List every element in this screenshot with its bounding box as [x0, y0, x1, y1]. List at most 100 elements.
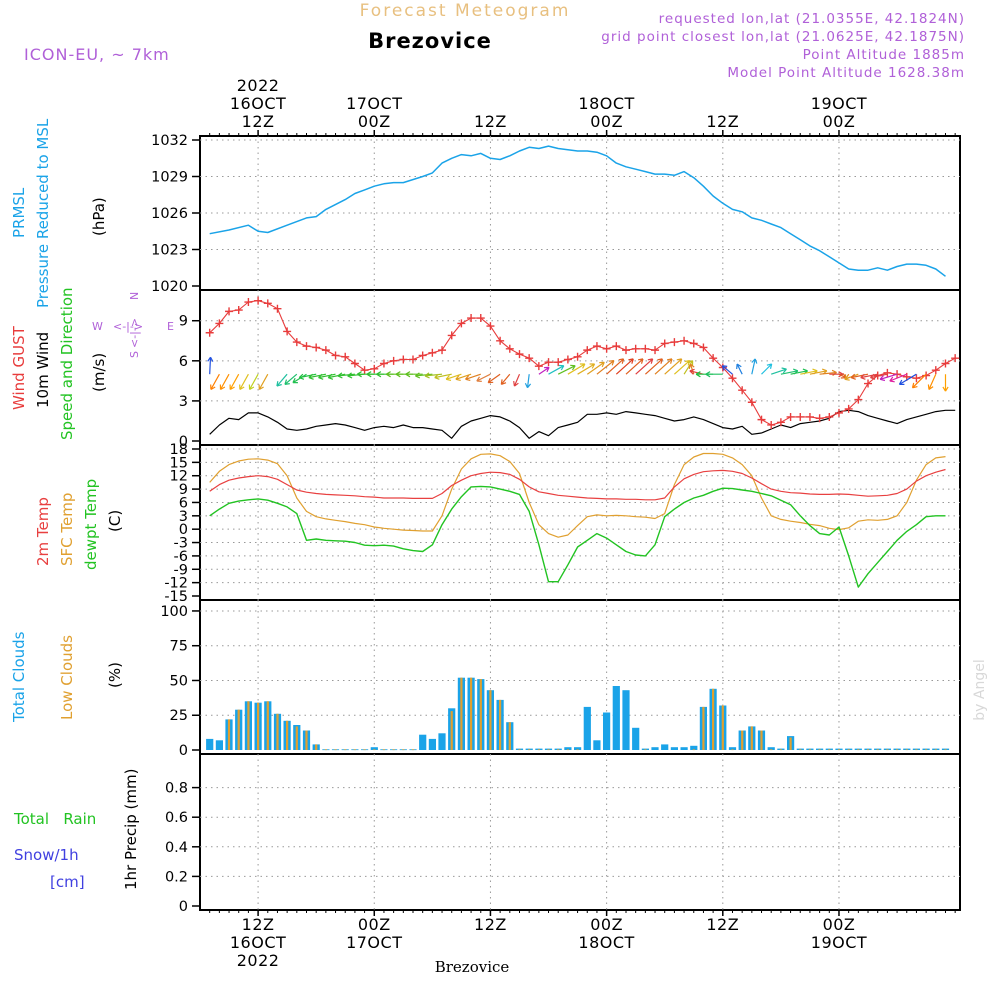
low-cloud-bar: [750, 726, 753, 750]
wind-direction-arrow: [879, 373, 898, 382]
low-cloud-bar: [247, 701, 250, 750]
gust-marker: [408, 355, 417, 364]
y-tick-label: 1023: [151, 243, 188, 259]
gust-marker: [215, 319, 224, 328]
wind-direction-arrow: [500, 373, 511, 385]
wind-direction-arrow: [276, 373, 288, 387]
wind-gust-line: [209, 300, 956, 426]
bottom-time-label: 12Z: [706, 915, 739, 934]
gust-marker: [670, 338, 679, 347]
top-time-label: 17OCT: [346, 94, 402, 113]
wind-direction-arrow: [688, 363, 695, 375]
y-tick-label: 75: [170, 639, 188, 655]
low-cloud-bar: [411, 749, 415, 751]
low-cloud-bar: [712, 688, 715, 750]
low-cloud-bar: [363, 749, 366, 751]
low-cloud-bar: [537, 749, 540, 751]
low-cloud-bar: [857, 749, 860, 751]
low-cloud-bar: [276, 713, 279, 750]
wind-direction-arrow: [248, 373, 259, 391]
gust-marker: [263, 299, 272, 308]
gust-marker: [302, 342, 311, 351]
low-cloud-bar: [518, 749, 521, 751]
y-tick-label: 9: [179, 482, 188, 498]
location-title: Brezovice: [368, 29, 492, 53]
low-cloud-bar: [324, 749, 327, 751]
low-cloud-bar: [760, 730, 763, 750]
wind-direction-arrow: [476, 373, 491, 382]
clouds-panel-labels: Total Clouds Low Clouds (%): [10, 631, 124, 723]
low-cloud-bar: [779, 749, 782, 751]
pressure-label-prmsl: PRMSL: [10, 187, 28, 238]
gust-marker: [476, 314, 485, 323]
top-time-label: 2022: [237, 76, 280, 95]
wind-direction-arrow: [705, 371, 723, 378]
gust-marker: [641, 344, 650, 353]
y-tick-label: 18: [170, 442, 188, 458]
gust-marker: [757, 415, 766, 424]
requested-coords: requested lon,lat (21.0355E, 42.1824N): [659, 11, 965, 27]
total-cloud-bar: [661, 744, 669, 750]
wind-direction-arrow: [644, 358, 663, 375]
low-cloud-bar: [450, 711, 453, 750]
dewpt-line: [209, 485, 946, 588]
y-tick-label: 6: [179, 495, 188, 511]
gust-marker: [563, 355, 572, 364]
y-tick-label: 1026: [151, 206, 188, 222]
wind-direction-arrow: [487, 373, 501, 384]
wind-direction-arrow: [557, 364, 576, 375]
low-cloud-bar: [770, 749, 773, 751]
bottom-time-label: 18OCT: [578, 933, 634, 952]
total-cloud-bar: [593, 740, 601, 750]
compass-s: S: [128, 351, 141, 358]
gust-marker: [951, 354, 960, 363]
gust-marker: [738, 386, 747, 395]
meteogram-title: Forecast Meteogram: [360, 1, 571, 21]
gust-marker: [864, 379, 873, 388]
bottom-time-label: 00Z: [358, 915, 391, 934]
model-altitude: Model Point Altitude 1628.38m: [727, 65, 965, 81]
y-tick-label: 1020: [151, 279, 188, 295]
gust-marker: [583, 346, 592, 355]
y-tick-label: -6: [174, 549, 188, 565]
wind-direction-arrow: [889, 373, 908, 383]
wind-direction-arrow: [869, 373, 888, 380]
gust-marker: [747, 398, 756, 407]
low-cloud-bar: [266, 701, 269, 750]
wind-direction-arrow: [654, 358, 673, 375]
total-cloud-bar: [632, 727, 640, 750]
gust-marker: [854, 395, 863, 404]
gust-marker: [331, 351, 340, 360]
bottom-time-label: 19OCT: [811, 933, 867, 952]
gust-marker: [592, 342, 601, 351]
low-cloud-bar: [576, 749, 579, 751]
y-tick-label: 9: [179, 314, 188, 330]
low-cloud-bar: [876, 749, 879, 751]
total-cloud-bar: [651, 747, 659, 750]
low-cloud-bar: [896, 749, 899, 751]
low-cloud-bar: [315, 744, 318, 750]
low-cloud-bar: [257, 702, 260, 750]
wind-direction-arrow: [445, 373, 462, 381]
gust-marker: [467, 314, 476, 323]
low-cloud-bar: [557, 749, 560, 751]
temp-sfc-label: SFC Temp: [58, 493, 76, 566]
wind-direction-arrow: [284, 373, 298, 385]
grid-point-coords: grid point closest lon,lat (21.0625E, 42…: [601, 29, 965, 45]
low-cloud-bar: [721, 705, 724, 750]
y-tick-label: 12: [170, 469, 188, 485]
low-cloud-bar: [547, 749, 550, 751]
wind-direction-arrow: [898, 373, 917, 385]
wind-unit: (m/s): [90, 353, 108, 392]
wind-direction-arrow: [258, 373, 269, 391]
wind-direction-arrow: [927, 373, 937, 390]
gust-marker: [709, 354, 718, 363]
gust-marker: [844, 404, 853, 413]
low-cloud-bar: [866, 749, 870, 751]
top-time-label: 00Z: [823, 112, 856, 131]
gust-marker: [815, 414, 824, 423]
wind-direction-arrow: [860, 373, 878, 380]
y-tick-label: 0.4: [165, 840, 188, 856]
total-cloud-bar: [438, 733, 446, 750]
